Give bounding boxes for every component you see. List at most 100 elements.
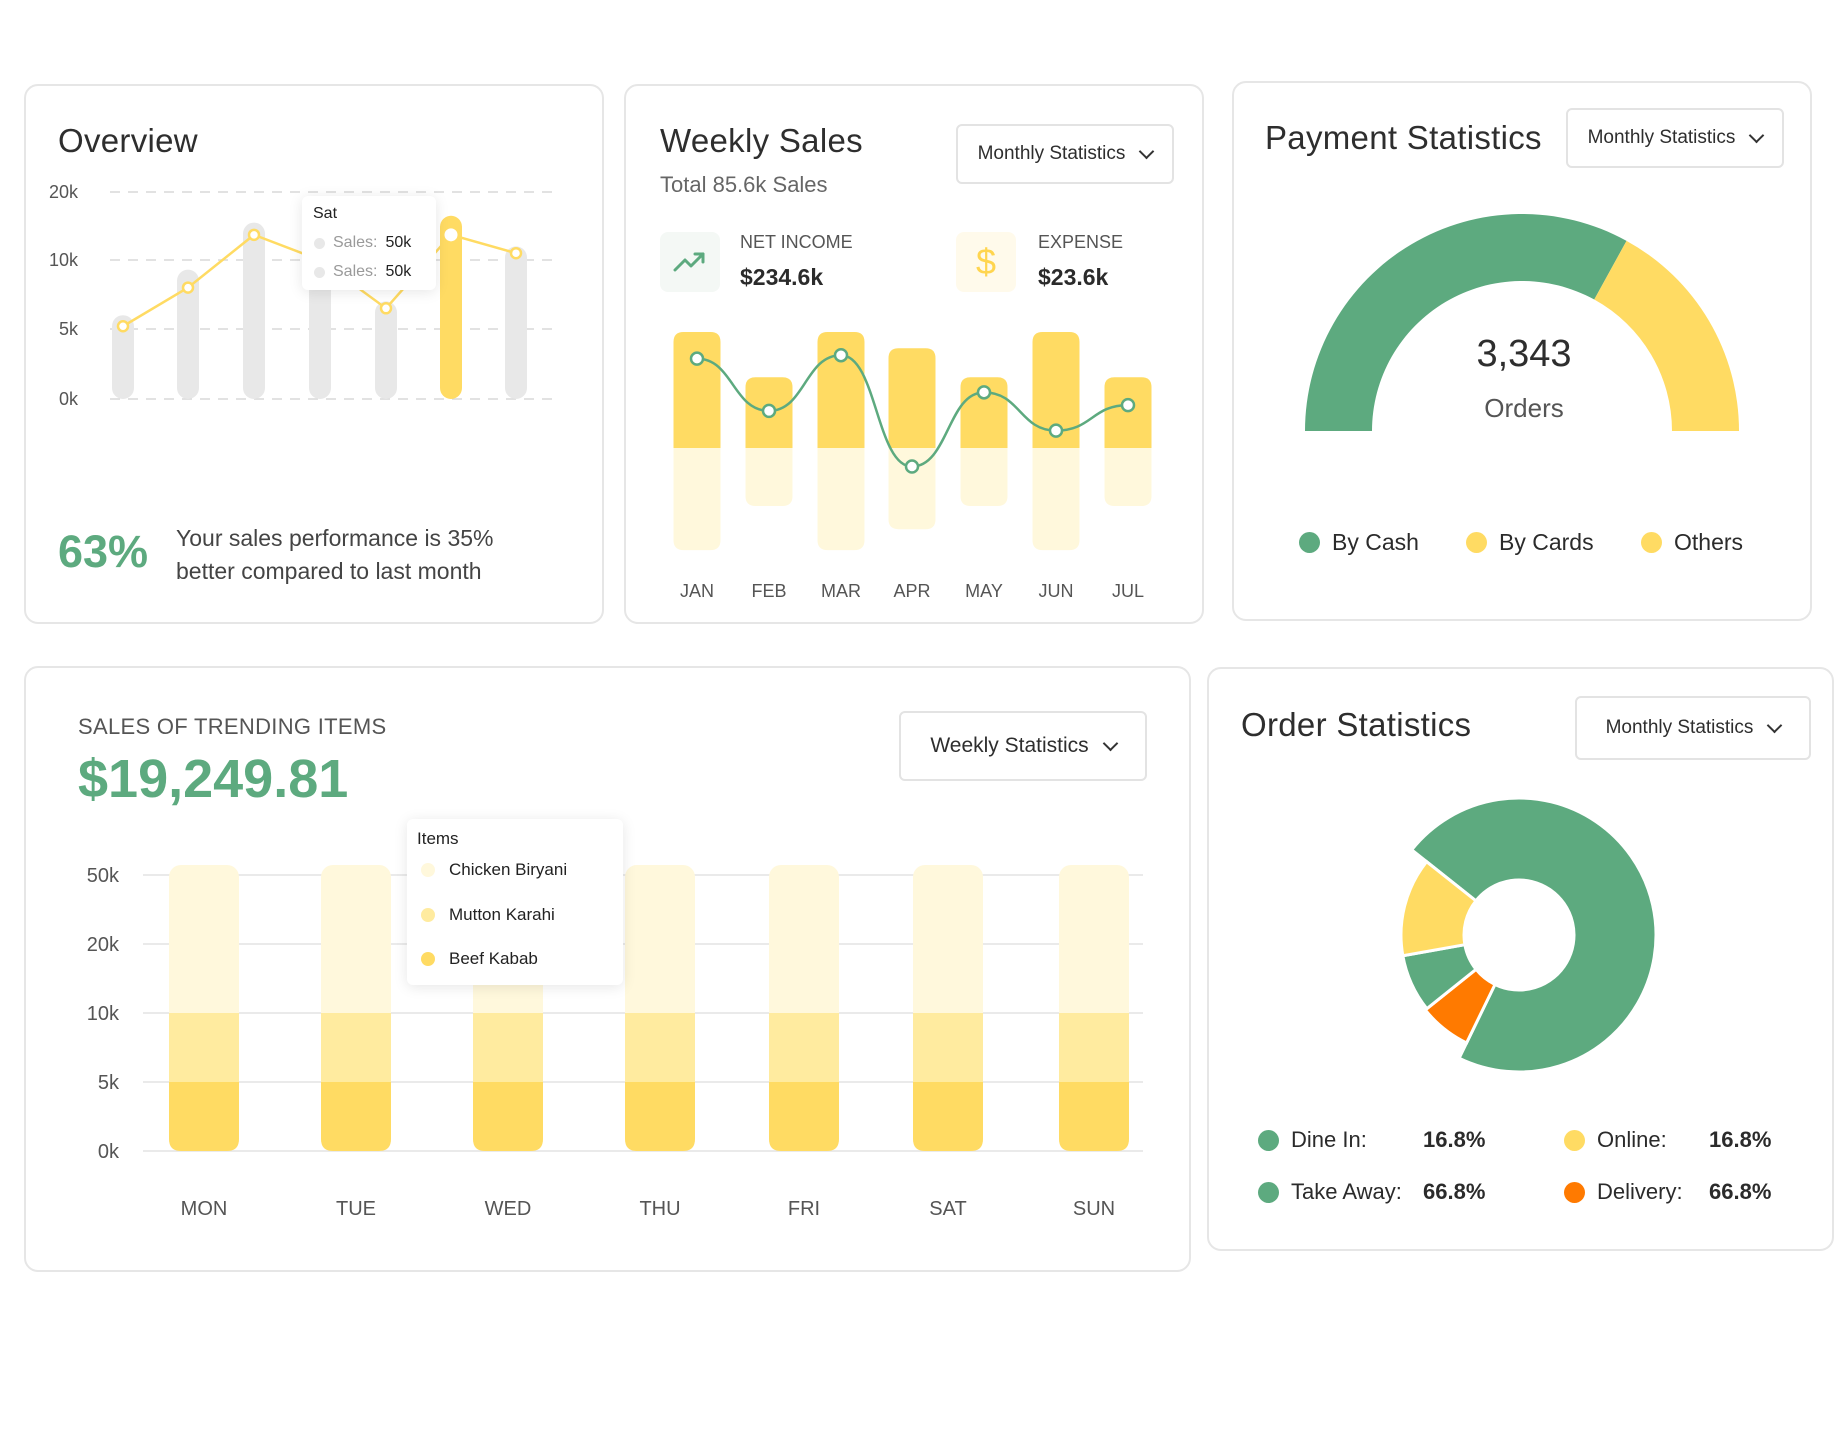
x-tick-label: TUE [336,1198,376,1220]
weekly-sales-card: Weekly Sales Total 85.6k Sales Monthly S… [624,84,1204,624]
overview-description-line2: better compared to last month [176,558,482,584]
gauge-segment [1305,213,1627,431]
tooltip-row: Sales: 50k [314,234,411,252]
weekly-bar-negative [1104,448,1152,506]
legend-dot [1258,1129,1279,1151]
trending-bar-segment [169,1082,239,1151]
overview-description-line1: Your sales performance is 35% [176,525,494,551]
expense-label: EXPENSE [1038,232,1124,252]
legend-dot [1564,1181,1585,1203]
weekly-point [1048,423,1064,438]
weekly-bar-negative [745,448,793,506]
overview-bar [440,215,462,399]
legend-item-online: Online: [1564,1127,1667,1153]
y-tick-label: 10k [49,250,79,270]
x-tick-label: MAY [965,581,1003,601]
y-tick-label: 20k [49,182,79,202]
legend-dot [1564,1129,1585,1151]
weekly-bar-negative [960,448,1008,506]
orders-dropdown[interactable]: Monthly Statistics [1575,696,1811,760]
x-tick-label: FRI [788,1198,820,1220]
tooltip-title: Sat [313,205,338,222]
tooltip-dot [421,863,435,877]
weekly-bar-positive [888,348,936,448]
donut-slice [1409,796,1658,1074]
trending-bar-segment [625,1082,695,1151]
trending-bar-segment [913,1082,983,1151]
legend-label: Take Away: [1291,1179,1402,1204]
orders-card: Order Statistics Monthly Statistics Dine… [1207,667,1834,1251]
x-tick-label: MON [181,1198,228,1220]
x-tick-label: JAN [680,581,714,601]
y-tick-label: 50k [87,865,120,887]
overview-bar [177,269,199,399]
tooltip-row: Sales: 50k [314,263,411,281]
tooltip-item: Mutton Karahi [421,905,555,925]
expense-value: $23.6k [1038,264,1109,290]
x-tick-label: APR [893,581,930,601]
overview-point [247,228,261,242]
donut-slice [1423,967,1497,1045]
trending-bar-segment [913,1013,983,1082]
weekly-point [689,351,705,366]
trending-bar-segment [473,1013,543,1082]
trending-bar-segment [769,1013,839,1082]
trending-bar-segment [321,1082,391,1151]
x-tick-label: THU [639,1198,680,1220]
x-tick-label: FEB [751,581,786,601]
weekly-sales-chart: JAN FEB MAR APR MAY JUN JUL [673,332,1152,601]
dollar-icon: $ [956,232,1016,292]
y-tick-label: 0k [98,1141,120,1163]
legend-item-by-cash: By Cash [1299,529,1419,556]
trending-chart: 50k 20k 10k 5k 0k MON TUE WED THU FRI SAT SUN [87,865,1143,1220]
legend-dot [1466,532,1487,553]
net-income-value: $234.6k [740,264,824,290]
orders-title: Order Statistics [1241,706,1472,743]
tooltip-item-label: Beef Kabab [449,949,538,968]
legend-dot [1299,532,1320,553]
legend-dot [1258,1181,1279,1203]
dropdown-label: Monthly Statistics [1605,717,1754,738]
weekly-bar-positive [1104,377,1152,448]
y-tick-label: 10k [87,1003,120,1025]
overview-bar [375,301,397,399]
x-tick-label: SAT [929,1198,966,1220]
legend-item-by-cards: By Cards [1466,529,1594,556]
dropdown-label: Weekly Statistics [930,734,1089,757]
payment-center-label: Orders [1484,393,1564,423]
tooltip-item-label: Chicken Biryani [449,860,568,879]
tooltip-value: 50k [385,234,412,251]
overview-point [441,225,461,245]
legend-value: 16.8% [1423,1127,1486,1152]
weekly-bar-positive [673,332,721,448]
weekly-point [976,385,992,400]
tooltip-dot [421,908,435,922]
y-tick-label: 0k [59,389,79,409]
weekly-sales-dropdown[interactable]: Monthly Statistics [956,124,1174,184]
weekly-point [761,403,777,419]
payment-title: Payment Statistics [1265,119,1542,156]
legend-label: Dine In: [1291,1127,1367,1152]
tooltip-item: Chicken Biryani [421,860,567,880]
tooltip-dot [421,952,435,966]
x-tick-label: MAR [821,581,861,601]
x-tick-label: JUL [1112,581,1144,601]
donut-slice [1399,859,1479,958]
orders-donut [1399,796,1658,1074]
legend-item-dine-in: Dine In: [1258,1127,1367,1153]
net-income-label: NET INCOME [740,232,853,252]
tooltip-label: Sales: [333,263,378,280]
trending-up-icon [660,232,720,292]
tooltip-item: Beef Kabab [421,949,538,969]
trending-dropdown[interactable]: Weekly Statistics [899,711,1147,781]
weekly-point [1120,397,1136,413]
weekly-bar-negative [1032,448,1080,551]
weekly-bar-positive [1032,332,1080,448]
trending-bar-segment [473,1082,543,1151]
payment-dropdown[interactable]: Monthly Statistics [1566,108,1784,168]
trending-amount: $19,249.81 [78,749,349,809]
legend-label: Delivery: [1597,1179,1683,1204]
trending-bar-segment [1059,1082,1129,1151]
payment-center-value: 3,343 [1476,333,1572,375]
x-tick-label: SUN [1073,1198,1115,1220]
